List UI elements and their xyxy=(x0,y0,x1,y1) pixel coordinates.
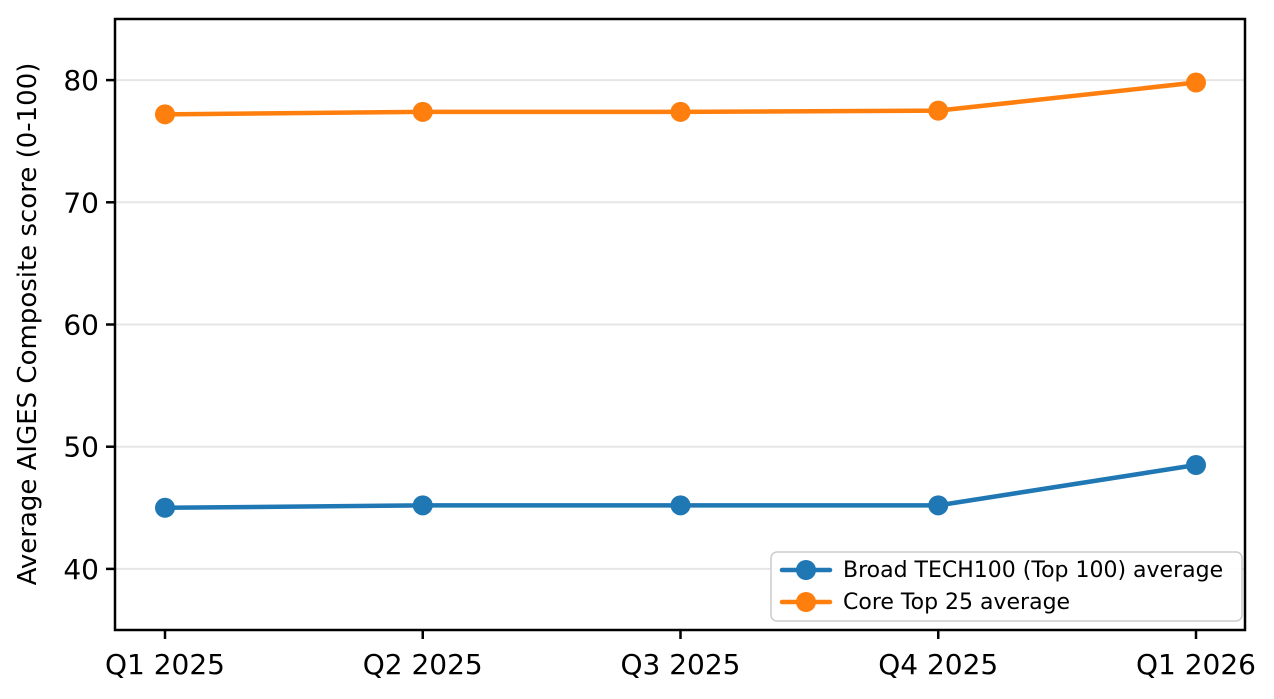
y-tick-label: 60 xyxy=(63,309,99,342)
data-point xyxy=(155,104,175,125)
legend: Broad TECH100 (Top 100) average Core Top … xyxy=(770,551,1243,622)
x-tick-label: Q4 2025 xyxy=(878,648,998,681)
data-point xyxy=(1186,455,1206,476)
x-tick-label: Q2 2025 xyxy=(363,648,483,681)
legend-label: Core Top 25 average xyxy=(843,590,1070,615)
legend-marker xyxy=(796,592,816,612)
legend-label: Broad TECH100 (Top 100) average xyxy=(843,558,1223,583)
y-tick-label: 80 xyxy=(63,64,99,97)
y-tick-label: 50 xyxy=(63,431,99,464)
data-point xyxy=(928,495,949,516)
x-tick-label: Q3 2025 xyxy=(620,648,740,681)
x-tick-label: Q1 2026 xyxy=(1136,648,1256,681)
legend-box xyxy=(770,551,1243,622)
y-tick-label: 70 xyxy=(63,186,99,219)
data-point xyxy=(1186,72,1206,93)
data-point xyxy=(670,101,691,122)
data-point xyxy=(928,100,949,121)
x-tick-label: Q1 2025 xyxy=(105,648,225,681)
axes: 40 50 60 70 80 Q1 2025 Q2 2025 Q3 2025 Q4 2025 Q1… xyxy=(63,17,1256,681)
series-group xyxy=(155,72,1206,518)
legend-marker xyxy=(796,560,816,580)
data-point xyxy=(412,495,433,516)
data-point xyxy=(670,495,691,516)
y-axis-label: Average AIGES Composite score (0-100) xyxy=(13,63,43,586)
data-point xyxy=(412,101,433,122)
y-tick-label: 40 xyxy=(63,553,99,586)
data-point xyxy=(155,497,175,518)
